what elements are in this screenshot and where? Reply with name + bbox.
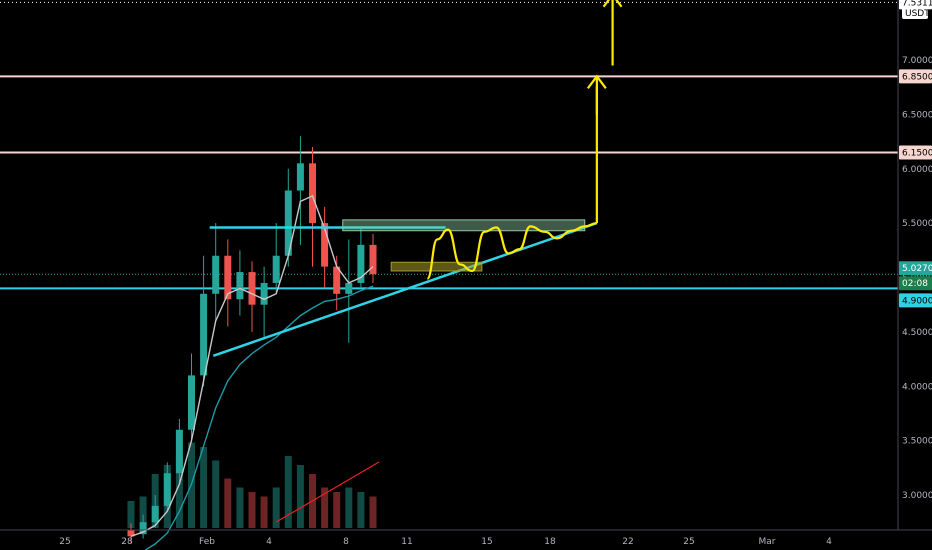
support-zone-box bbox=[390, 261, 483, 272]
volume-bar bbox=[139, 496, 147, 528]
candle-body bbox=[200, 293, 208, 376]
wave-projection bbox=[426, 222, 597, 280]
time-tick-label: Mar bbox=[759, 537, 776, 547]
candle-body bbox=[369, 244, 377, 275]
volume-bar bbox=[272, 487, 280, 528]
time-tick-label: 15 bbox=[481, 537, 492, 547]
volume-bar bbox=[127, 501, 135, 528]
candle-body bbox=[175, 429, 183, 474]
candle-body bbox=[139, 522, 147, 535]
price-tick-label: 5.5000 bbox=[902, 219, 932, 229]
volume-bar bbox=[296, 465, 304, 528]
volume-bar bbox=[333, 492, 341, 528]
last-price-tag-text: 5.0270 bbox=[902, 264, 932, 274]
unit-badge-bg bbox=[902, 6, 928, 19]
top-level-tag-text: 7.5311 bbox=[902, 0, 932, 8]
candle-body bbox=[296, 163, 304, 191]
time-tick-label: 18 bbox=[544, 537, 556, 547]
time-tick-label: 25 bbox=[59, 537, 70, 547]
candle-body bbox=[151, 505, 159, 523]
volume-bar bbox=[224, 478, 232, 528]
price-tags: 7.5311 6.8500 6.1500 5.0270 02:08 4.9000 USDT bbox=[899, 0, 932, 308]
moving-averages bbox=[130, 194, 374, 550]
time-tick-label: 22 bbox=[622, 537, 633, 547]
moving-average-line bbox=[130, 194, 374, 537]
volume-bar bbox=[212, 460, 220, 528]
price-tick-label: 6.0000 bbox=[902, 165, 932, 175]
candle-body bbox=[188, 375, 195, 430]
time-tick-label: 4 bbox=[266, 537, 272, 547]
support-tag-bg bbox=[899, 293, 932, 308]
countdown-tag-text: 02:08 bbox=[902, 279, 928, 289]
volume-bar bbox=[321, 487, 329, 528]
price-tick-label: 3.0000 bbox=[902, 491, 932, 501]
time-tick-label: 28 bbox=[121, 537, 133, 547]
candle-body bbox=[212, 255, 220, 294]
candle-body bbox=[345, 282, 353, 294]
time-tick-label: 4 bbox=[826, 537, 832, 547]
unit-badge-text: USDT bbox=[905, 9, 930, 19]
volume-bar bbox=[236, 487, 244, 528]
volume-bar bbox=[345, 487, 353, 528]
candle-body bbox=[333, 266, 341, 294]
candle-body bbox=[309, 163, 316, 224]
resistance-zone-box bbox=[342, 219, 586, 232]
rising-trendline bbox=[212, 221, 598, 357]
last-price-tag-bg bbox=[899, 261, 932, 276]
countdown-tag-bg bbox=[899, 276, 932, 291]
volume-bar bbox=[357, 492, 365, 528]
volume-bar bbox=[260, 496, 268, 528]
price-tick-label: 7.0000 bbox=[902, 56, 932, 66]
candle-body bbox=[248, 272, 256, 305]
resistance-high-tag-text: 6.8500 bbox=[902, 72, 932, 82]
candle-body bbox=[260, 282, 268, 305]
candlesticks bbox=[127, 136, 377, 543]
resistance-high-tag-bg bbox=[899, 69, 932, 84]
time-tick-label: 11 bbox=[401, 537, 412, 547]
volume-bar bbox=[175, 456, 183, 528]
candle-body bbox=[127, 529, 135, 537]
resistance-mid-tag-bg bbox=[899, 145, 932, 160]
horizontal-levels bbox=[0, 1, 898, 290]
candle-body bbox=[236, 272, 244, 300]
candle-body bbox=[224, 255, 232, 300]
volume-bar bbox=[369, 496, 377, 528]
support-tag-text: 4.9000 bbox=[902, 296, 932, 306]
volume-bar bbox=[284, 456, 292, 528]
candle-body bbox=[163, 473, 171, 506]
time-tick-label: 25 bbox=[683, 537, 694, 547]
moving-average-line bbox=[144, 285, 374, 550]
volume-bar bbox=[248, 492, 256, 528]
time-tick-label: Feb bbox=[199, 537, 215, 547]
volume-bar bbox=[200, 447, 208, 528]
candle-body bbox=[284, 190, 292, 256]
resistance-mid-tag-text: 6.1500 bbox=[902, 148, 932, 158]
price-tick-label: 6.5000 bbox=[902, 110, 932, 120]
target-arrow-2-head bbox=[602, 0, 623, 8]
time-axis[interactable]: 25 28 Feb 4 8 11 15 18 22 25 Mar 4 bbox=[0, 529, 932, 547]
price-tick-label: 4.5000 bbox=[902, 328, 932, 338]
price-tick-label: 4.0000 bbox=[902, 382, 932, 392]
volume-trendline bbox=[275, 461, 380, 523]
price-tick-label: 3.5000 bbox=[902, 437, 932, 447]
candle-body bbox=[272, 255, 280, 283]
drawings bbox=[209, 0, 623, 523]
time-tick-label: 8 bbox=[343, 537, 349, 547]
candle-body bbox=[321, 223, 329, 267]
candle-body bbox=[357, 244, 365, 283]
target-arrow-1-head bbox=[586, 74, 607, 89]
